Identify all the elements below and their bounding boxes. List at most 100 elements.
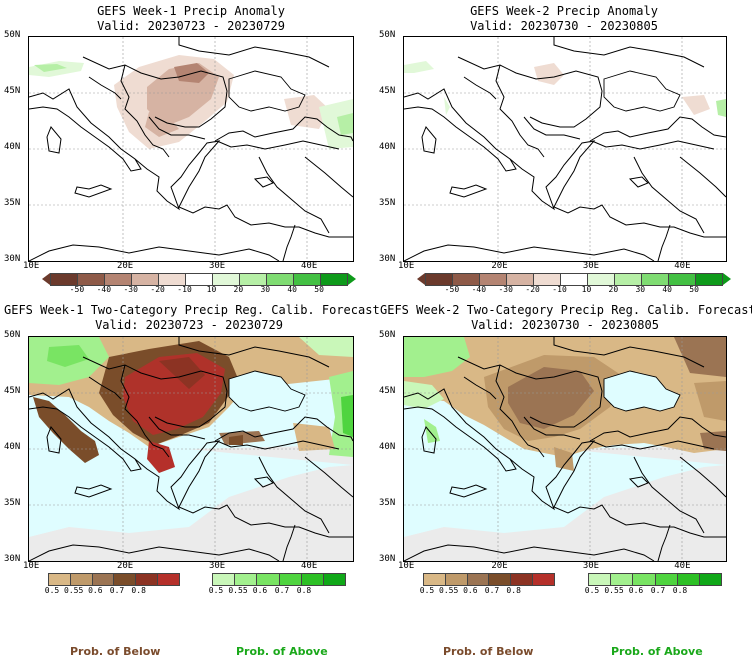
anomaly-colorbar-swatches: [50, 273, 348, 286]
anomaly-colorbar-swatches: [425, 273, 723, 286]
colorbar-swatch: [696, 274, 722, 285]
above-colorbar-swatches: [588, 573, 722, 586]
colorbar-label: 0.5: [419, 586, 435, 595]
colorbar-label: 0.7: [109, 586, 125, 595]
colorbar-label: -40: [96, 285, 112, 294]
colorbar-label: 10: [206, 285, 217, 294]
panel1-title-line1: GEFS Week-1 Precip Anomaly: [97, 4, 285, 18]
colorbar-swatch: [511, 574, 534, 585]
colorbar-swatch: [78, 274, 105, 285]
colorbar-swatch: [321, 274, 347, 285]
colorbar-label: 40: [287, 285, 297, 294]
panel2-title-line2: Valid: 20230730 - 20230805: [470, 19, 658, 33]
colorbar-swatch: [301, 574, 324, 585]
colorbar-swatch: [589, 574, 612, 585]
colorbar-label: 0.7: [274, 586, 290, 595]
colorbar-swatch: [669, 274, 696, 285]
lon-tick-label: 40E: [674, 561, 691, 571]
above-colorbar-swatches: [212, 573, 346, 586]
panel1-title: GEFS Week-1 Precip Anomaly Valid: 202307…: [28, 4, 354, 34]
prob-above-caption-left: Prob. of Above: [236, 645, 328, 658]
colorbar-swatch: [699, 574, 722, 585]
colorbar-swatch: [642, 274, 669, 285]
probability-shading: [29, 337, 353, 561]
lon-tick-label: 20E: [491, 561, 508, 571]
lat-tick-label: 50N: [379, 330, 396, 340]
colorbar-label: -50: [444, 285, 460, 294]
colorbar-swatch: [51, 274, 78, 285]
colorbar-swatch: [323, 574, 346, 585]
colorbar-swatch: [633, 574, 656, 585]
panel3-map: [28, 336, 354, 562]
panel4-map: [403, 336, 727, 562]
panel1-map-svg: [29, 37, 353, 261]
colorbar-label: 0.5: [584, 586, 600, 595]
panel2-title: GEFS Week-2 Precip Anomaly Valid: 202307…: [403, 4, 725, 34]
colorbar-label: 0.55: [604, 586, 624, 595]
colorbar-swatch: [467, 574, 490, 585]
colorbar-label: 0.8: [296, 586, 312, 595]
colorbar-swatch: [213, 274, 240, 285]
colorbar-swatch: [114, 574, 137, 585]
colorbar-swatch: [186, 274, 213, 285]
panel4-map-svg: [404, 337, 726, 561]
colorbar-label: -10: [552, 285, 567, 294]
colorbar-label: -40: [471, 285, 487, 294]
colorbar-swatch: [507, 274, 534, 285]
colorbar-swatch: [453, 274, 480, 285]
lat-tick-label: 50N: [379, 30, 396, 40]
colorbar-label: -20: [150, 285, 165, 294]
lon-tick-label: 10E: [23, 561, 40, 571]
colorbar-swatch: [677, 574, 700, 585]
colorbar-swatch: [132, 274, 159, 285]
colorbar-swatch: [533, 574, 554, 585]
colorbar-swatch: [534, 274, 561, 285]
lon-tick-label: 30E: [582, 261, 600, 271]
below-colorbar-swatches: [423, 573, 555, 586]
colorbar-label: 10: [581, 285, 592, 294]
colorbar-swatch: [611, 574, 634, 585]
lon-tick-label: 20E: [116, 261, 134, 271]
colorbar-swatch: [445, 574, 468, 585]
colorbar-label: 0.7: [484, 586, 500, 595]
lat-tick-label: 30N: [379, 254, 396, 264]
colorbar-swatch: [655, 574, 678, 585]
colorbar-label: 0.6: [628, 586, 644, 595]
colorbar-label: 0.6: [88, 586, 103, 595]
lon-tick-label: 40E: [674, 261, 691, 271]
colorbar-swatch: [424, 574, 446, 585]
colorbar-swatch: [213, 574, 236, 585]
prob-below-caption-right: Prob. of Below: [443, 645, 534, 658]
colorbar-label: 0.5: [208, 586, 224, 595]
colorbar-right-arrow: [348, 273, 356, 285]
lat-tick-label: 45N: [4, 86, 21, 96]
colorbar-label: 20: [608, 285, 619, 294]
colorbar-label: 40: [662, 285, 672, 294]
colorbar-swatch: [480, 274, 507, 285]
panel1-map: [28, 36, 354, 262]
lon-tick-label: 30E: [208, 261, 226, 271]
lon-tick-label: 20E: [491, 261, 508, 271]
coastlines-and-borders: [404, 37, 726, 261]
colorbar-label: -30: [498, 285, 513, 294]
panel4-title-line1: GEFS Week-2 Two-Category Precip Reg. Cal…: [380, 303, 752, 317]
colorbar-swatch: [235, 574, 258, 585]
colorbar-swatch: [294, 274, 321, 285]
lat-tick-label: 30N: [4, 254, 21, 264]
colorbar-label: 0.5: [44, 586, 60, 595]
colorbar-label: 0.8: [672, 586, 688, 595]
lat-tick-label: 50N: [4, 30, 21, 40]
panel3-title: GEFS Week-1 Two-Category Precip Reg. Cal…: [4, 303, 380, 333]
colorbar-label: 30: [635, 285, 646, 294]
colorbar-swatch: [70, 574, 93, 585]
colorbar-swatch: [588, 274, 615, 285]
lat-tick-label: 40N: [4, 142, 21, 152]
colorbar-swatch: [136, 574, 159, 585]
colorbar-left-arrow: [42, 273, 50, 285]
colorbar-label: 30: [260, 285, 271, 294]
lat-tick-label: 35N: [379, 198, 396, 208]
coastlines-and-borders: [29, 337, 353, 561]
colorbar-label: 0.6: [252, 586, 268, 595]
coastlines-and-borders: [29, 37, 353, 261]
panel3-map-svg: [29, 337, 353, 561]
